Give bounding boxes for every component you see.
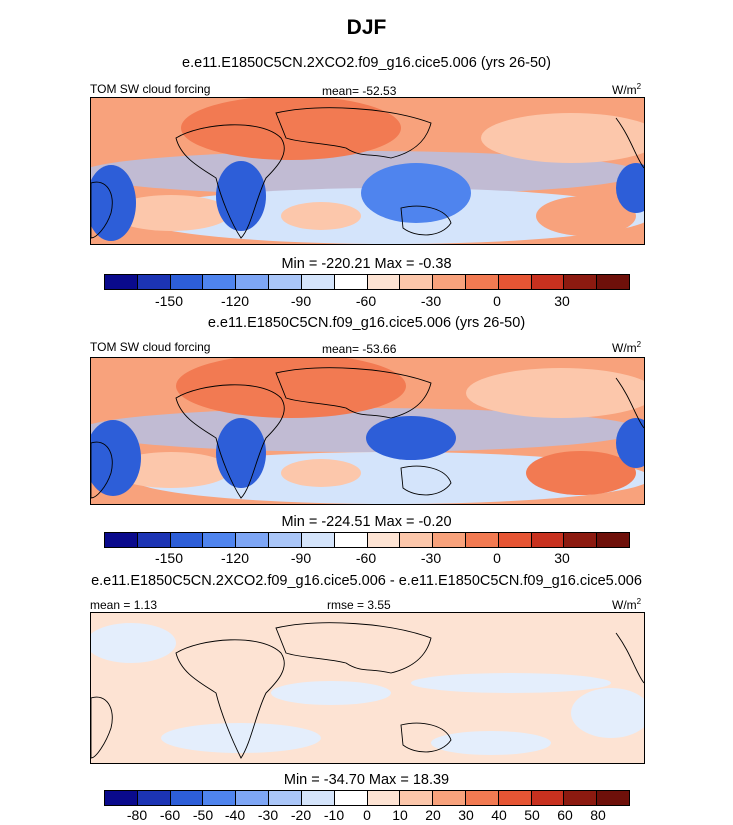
panel-2-tick: -90 — [290, 550, 312, 566]
panel-3-tick: -30 — [257, 807, 279, 823]
panel-3-case-title: e.e11.E1850C5CN.2XCO2.f09_g16.cice5.006 … — [91, 573, 642, 589]
figure-title: DJF — [346, 16, 387, 39]
panel-2-minmax: Min = -224.51 Max = -0.20 — [281, 514, 452, 530]
panel-3-tick: -10 — [323, 807, 345, 823]
panel-2-tick: -150 — [154, 550, 184, 566]
panel-1-minmax: Min = -220.21 Max = -0.38 — [281, 256, 452, 272]
panel-1-colorbar — [104, 274, 630, 290]
panel-2-case-title: e.e11.E1850C5CN.f09_g16.cice5.006 (yrs 2… — [207, 315, 526, 331]
panel-3-minmax: Min = -34.70 Max = 18.39 — [283, 772, 450, 788]
panel-1-tick: -90 — [290, 293, 312, 309]
panel-3-tick: 30 — [458, 807, 474, 823]
panel-2-tick: -120 — [220, 550, 250, 566]
panel-1-tick: -30 — [420, 293, 442, 309]
panel-2-tick: -30 — [420, 550, 442, 566]
panel-2-units: W/m2 — [612, 340, 642, 355]
panel-3-tick: -50 — [192, 807, 214, 823]
panel-3-tick: -40 — [224, 807, 246, 823]
panel-3-mean-label: mean = 1.13 — [90, 598, 158, 612]
panel-3-tick: 60 — [557, 807, 573, 823]
panel-2-map — [90, 357, 645, 505]
panel-1-map-field — [91, 98, 644, 244]
panel-3-map-field — [91, 613, 644, 763]
panel-2-tick: 0 — [493, 550, 501, 566]
panel-1-tick: -60 — [355, 293, 377, 309]
panel-3-tick: 40 — [491, 807, 507, 823]
panel-1-tick: 0 — [493, 293, 501, 309]
panel-3-units: W/m2 — [612, 597, 642, 612]
panel-3-colorbar — [104, 790, 630, 806]
panel-1-tick: -150 — [154, 293, 184, 309]
panel-1-tick: 30 — [554, 293, 570, 309]
panel-3-tick: -60 — [159, 807, 181, 823]
panel-3-tick: 10 — [392, 807, 408, 823]
panel-2-tick: -60 — [355, 550, 377, 566]
panel-1-units: W/m2 — [612, 82, 642, 97]
panel-1-case-title: e.e11.E1850C5CN.2XCO2.f09_g16.cice5.006 … — [182, 55, 551, 71]
panel-3-tick: 0 — [363, 807, 371, 823]
panel-1-tick: -120 — [220, 293, 250, 309]
panel-3-tick: 80 — [590, 807, 606, 823]
panel-3-rmse-label: rmse = 3.55 — [327, 598, 391, 612]
panel-2-mean-label: mean= -53.66 — [322, 342, 397, 356]
panel-3-colorbar-ticks: -80 -60 -50 -40 -30 -20 -10 0 10 20 30 4… — [104, 807, 630, 825]
panel-3-tick: -80 — [126, 807, 148, 823]
panel-1-mean-label: mean= -52.53 — [322, 84, 397, 98]
panel-1-variable-label: TOM SW cloud forcing — [90, 82, 211, 96]
panel-3-map — [90, 612, 645, 764]
panel-3-tick: 50 — [524, 807, 540, 823]
panel-2-tick: 30 — [554, 550, 570, 566]
panel-3-tick: 20 — [425, 807, 441, 823]
panel-1-map — [90, 97, 645, 245]
panel-3-tick: -20 — [290, 807, 312, 823]
panel-1-colorbar-ticks: -150 -120 -90 -60 -30 0 30 — [104, 293, 630, 311]
panel-2-map-field — [91, 358, 644, 504]
panel-2-variable-label: TOM SW cloud forcing — [90, 340, 211, 354]
panel-2-colorbar — [104, 532, 630, 548]
panel-2-colorbar-ticks: -150 -120 -90 -60 -30 0 30 — [104, 550, 630, 568]
